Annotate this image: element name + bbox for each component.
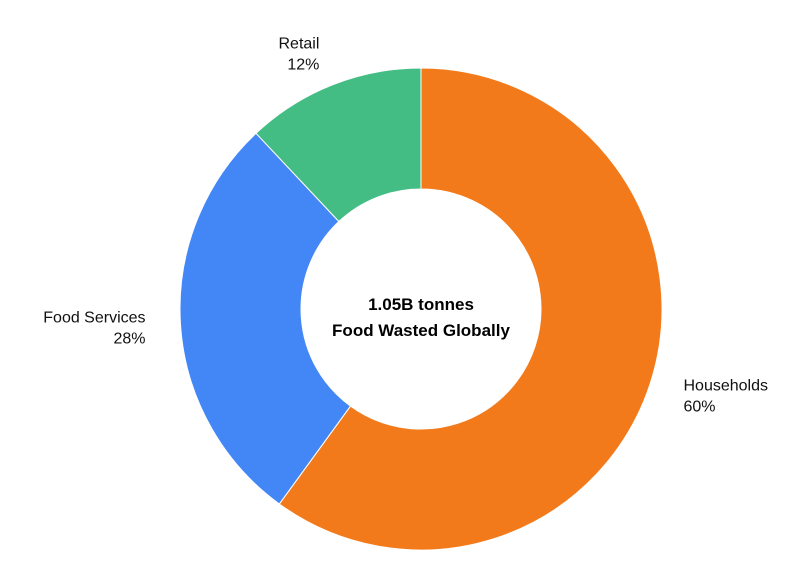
center-label-line-1: 1.05B tonnes bbox=[368, 295, 474, 314]
slice-label: Households bbox=[683, 377, 768, 394]
slice-retail bbox=[255, 67, 422, 223]
slice-food-services bbox=[179, 132, 352, 505]
slice-value-label: 12% bbox=[287, 56, 319, 73]
slice-label: Retail bbox=[278, 35, 319, 52]
chart-labels: Households 60% Food Services 28% Retail 12% bbox=[43, 35, 768, 415]
center-label: 1.05B tonnes Food Wasted Globally bbox=[332, 295, 510, 340]
center-label-line-2: Food Wasted Globally bbox=[332, 321, 510, 340]
slice-label: Food Services bbox=[43, 309, 145, 326]
slice-value-label: 60% bbox=[683, 398, 715, 415]
slice-households bbox=[278, 67, 663, 551]
slice-value-label: 28% bbox=[114, 330, 146, 347]
chart-slices bbox=[179, 67, 663, 551]
